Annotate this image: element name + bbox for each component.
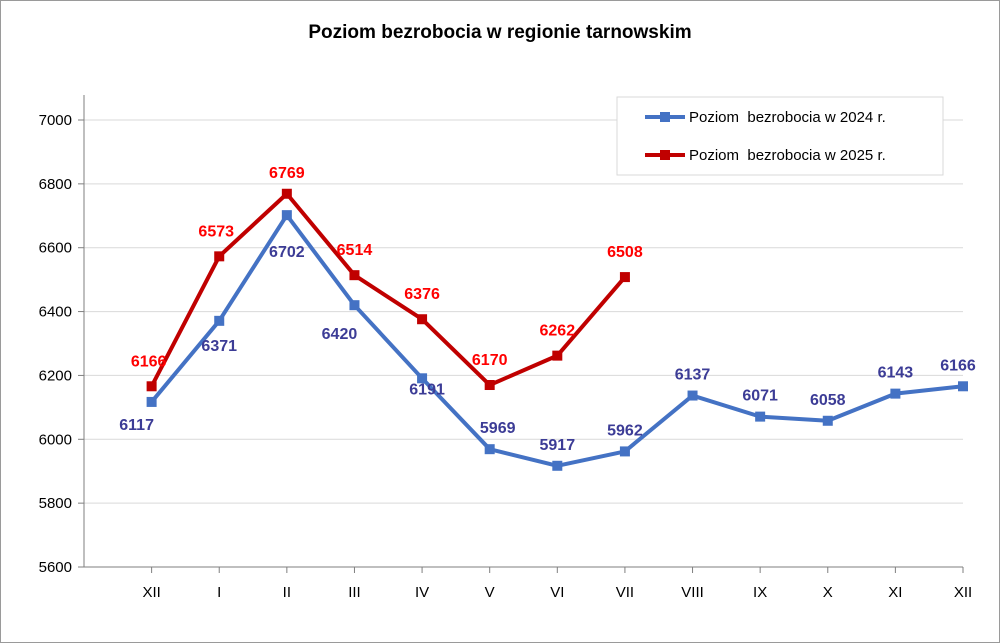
data-label: 6769	[269, 165, 305, 182]
data-label: 5962	[607, 422, 643, 439]
y-tick-label: 5800	[39, 495, 72, 512]
series-1-point	[484, 444, 495, 455]
series-2-point	[146, 381, 157, 392]
axes	[78, 95, 964, 573]
data-label: 6191	[409, 381, 445, 398]
y-tick-label: 6600	[39, 240, 72, 257]
x-tick-label: XII	[954, 584, 972, 601]
data-label: 6143	[878, 365, 914, 382]
x-tick-label: XII	[142, 584, 160, 601]
data-label: 6166	[940, 357, 976, 374]
x-tick-label: III	[348, 584, 361, 601]
legend-marker	[660, 150, 670, 160]
series-group	[146, 188, 968, 471]
y-axis-ticks: 5600 5800 6000 6200 6400 6600 6800 7000	[39, 112, 72, 576]
data-label: 6170	[472, 352, 508, 369]
chart-title: Poziom bezrobocia w regionie tarnowskim	[308, 22, 691, 43]
gridlines	[84, 119, 963, 504]
legend-label: Poziom bezrobocia w 2024 r.	[689, 109, 886, 126]
data-label: 6117	[119, 417, 154, 434]
data-labels: 6117 6371 6702 6420 6191 5969 5917 5962 6137 6071…	[119, 165, 976, 454]
series-1-point	[552, 460, 563, 471]
legend-box	[616, 96, 944, 176]
series-2-point	[484, 380, 495, 391]
x-tick-label: II	[283, 584, 291, 601]
x-tick-label: VII	[616, 584, 634, 601]
series-1-point	[958, 381, 968, 392]
data-label: 6420	[322, 326, 358, 343]
series-1-point	[822, 415, 833, 426]
x-tick-label: IV	[415, 584, 429, 601]
series-2-point	[552, 350, 563, 361]
x-tick-label: XI	[888, 584, 902, 601]
x-tick-label: VIII	[681, 584, 704, 601]
data-label: 6262	[540, 323, 576, 340]
series-2-point	[349, 270, 360, 281]
series-2-point	[214, 251, 225, 262]
series-1-point	[687, 390, 698, 401]
legend-marker	[660, 112, 670, 122]
series-1-point	[281, 210, 292, 221]
legend: Poziom bezrobocia w 2024 r. Poziom bezrob…	[616, 96, 944, 176]
y-tick-label: 6200	[39, 367, 72, 384]
series-1-point	[214, 315, 225, 326]
data-label: 6137	[675, 367, 711, 384]
series-1-point	[890, 388, 901, 399]
series-2-point	[281, 188, 292, 199]
series-1-point	[417, 373, 428, 384]
series-2-point	[417, 314, 428, 325]
y-tick-label: 6000	[39, 431, 72, 448]
x-tick-label: VI	[550, 584, 564, 601]
x-axis-ticks: XII I II III IV V VI VII VIII IX X XI XII	[142, 584, 972, 601]
series-line-2	[149, 191, 627, 388]
y-tick-label: 7000	[39, 112, 72, 129]
data-label: 6702	[269, 244, 305, 261]
legend-label: Poziom bezrobocia w 2025 r.	[689, 147, 886, 164]
data-label: 6508	[607, 244, 643, 261]
series-1-point	[619, 446, 630, 457]
data-label: 6071	[742, 388, 778, 405]
series-1-point	[755, 411, 766, 422]
data-label: 6166	[131, 353, 167, 370]
y-tick-label: 6400	[39, 304, 72, 321]
series-1-point	[146, 396, 157, 407]
data-label: 6514	[337, 242, 373, 259]
y-tick-label: 5600	[39, 559, 72, 576]
x-tick-label: IX	[753, 584, 767, 601]
data-label: 6573	[198, 223, 234, 240]
series-1-point	[349, 300, 360, 311]
x-tick-label: X	[823, 584, 833, 601]
data-label: 5969	[480, 420, 516, 437]
data-label: 5917	[540, 437, 576, 454]
y-tick-label: 6800	[39, 176, 72, 193]
series-2-point	[619, 272, 630, 283]
data-label: 6058	[810, 392, 846, 409]
data-label: 6371	[201, 338, 237, 355]
x-tick-label: V	[485, 584, 495, 601]
x-tick-label: I	[217, 584, 221, 601]
data-label: 6376	[404, 286, 440, 303]
